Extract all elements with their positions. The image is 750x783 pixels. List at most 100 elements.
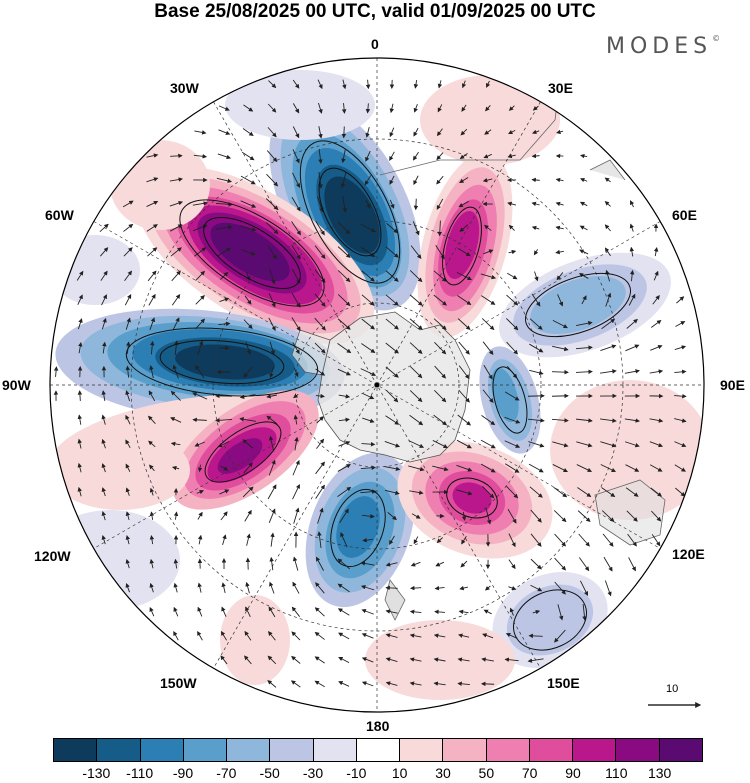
wind-vector — [410, 245, 422, 260]
wind-vector — [435, 561, 445, 567]
wind-vector — [433, 318, 447, 330]
wind-vector — [220, 271, 229, 280]
wind-vector — [556, 272, 564, 281]
wind-vector — [365, 79, 371, 90]
wind-vector — [385, 294, 399, 306]
wind-vector — [409, 270, 423, 283]
wind-vector — [215, 418, 233, 423]
colorbar-tick-label: 30 — [435, 765, 451, 781]
wind-vector — [409, 657, 422, 662]
wind-vector — [385, 270, 399, 282]
wind-vector — [649, 369, 664, 374]
wind-vector — [361, 318, 375, 330]
wind-vector — [389, 535, 395, 545]
wind-vector — [576, 441, 593, 448]
wind-vector — [265, 222, 279, 235]
wind-vector — [653, 270, 659, 281]
wind-vector — [628, 293, 636, 306]
wind-vector — [216, 225, 233, 230]
wind-vector — [100, 270, 108, 281]
wind-vector — [627, 533, 637, 547]
wind-vector — [413, 103, 418, 113]
wind-vector — [504, 416, 521, 424]
wind-vector — [577, 510, 591, 522]
wind-vector — [360, 489, 377, 494]
wind-vector — [532, 129, 540, 135]
wind-vector — [436, 537, 443, 544]
wind-vector — [170, 390, 181, 401]
colorbar-swatch — [312, 739, 356, 761]
wind-vector — [575, 345, 593, 350]
wind-vector — [413, 198, 419, 211]
wind-vector — [674, 345, 687, 351]
colorbar-swatch — [139, 739, 183, 761]
wind-vector — [124, 293, 132, 306]
wind-vector — [408, 440, 425, 448]
colorbar — [53, 738, 703, 762]
wind-vector — [242, 486, 254, 498]
wind-vector — [385, 318, 399, 330]
wind-vector — [409, 681, 422, 686]
wind-vector — [531, 293, 541, 307]
wind-vector — [413, 80, 419, 89]
wind-vector — [529, 343, 544, 353]
wind-vector — [530, 584, 543, 592]
wind-vector — [341, 126, 347, 139]
colorbar-tick-label: 130 — [647, 765, 672, 781]
wind-vector — [456, 464, 473, 472]
wind-vector — [601, 510, 615, 523]
wind-vector — [194, 130, 207, 135]
wind-vector — [291, 221, 301, 236]
wind-vector — [244, 509, 252, 522]
wind-vector — [385, 609, 398, 614]
wind-vector — [292, 103, 300, 114]
wind-vector — [625, 487, 639, 497]
wind-vector — [123, 247, 133, 257]
brand-logo: MODES© — [606, 34, 721, 59]
wind-vector — [266, 150, 278, 163]
colorbar-swatch — [615, 739, 659, 761]
wind-vector — [389, 151, 395, 161]
wind-vector — [314, 245, 326, 260]
wind-vector — [625, 464, 640, 472]
wind-vector — [409, 342, 423, 355]
wind-vector — [318, 126, 323, 139]
wind-vector — [215, 202, 233, 207]
wind-vector — [486, 80, 491, 88]
wind-vector — [529, 318, 543, 330]
wind-vector — [125, 390, 131, 402]
wind-vector — [362, 514, 375, 519]
wind-vector — [217, 247, 231, 257]
wind-vector — [124, 270, 133, 282]
wind-vector — [674, 418, 687, 423]
wind-vector — [384, 466, 401, 471]
wind-vector — [507, 201, 517, 207]
wind-vector — [578, 273, 589, 279]
wind-vector — [338, 681, 350, 687]
wind-vector — [315, 393, 325, 399]
wind-vector — [629, 269, 635, 282]
wind-vector — [337, 246, 351, 258]
wind-vector — [217, 153, 232, 160]
wind-vector — [266, 394, 278, 399]
wind-vector — [317, 79, 323, 90]
wind-vector — [365, 199, 371, 209]
wind-vector — [508, 129, 516, 135]
wind-vector — [270, 532, 275, 547]
wind-vector — [77, 414, 83, 425]
reference-vector-label: 10 — [666, 683, 679, 695]
wind-vector — [244, 655, 252, 665]
wind-vector — [290, 680, 301, 688]
wind-vector — [338, 441, 351, 447]
wind-vector — [625, 344, 640, 352]
wind-vector — [459, 177, 469, 183]
wind-vector — [385, 585, 398, 591]
wind-vector — [530, 509, 542, 523]
wind-vector — [481, 657, 494, 662]
wind-vector — [553, 486, 568, 498]
wind-vector — [101, 535, 106, 545]
wind-vector — [220, 511, 228, 521]
wind-vector — [220, 630, 228, 641]
wind-vector — [506, 485, 519, 499]
wind-vector — [628, 557, 636, 572]
